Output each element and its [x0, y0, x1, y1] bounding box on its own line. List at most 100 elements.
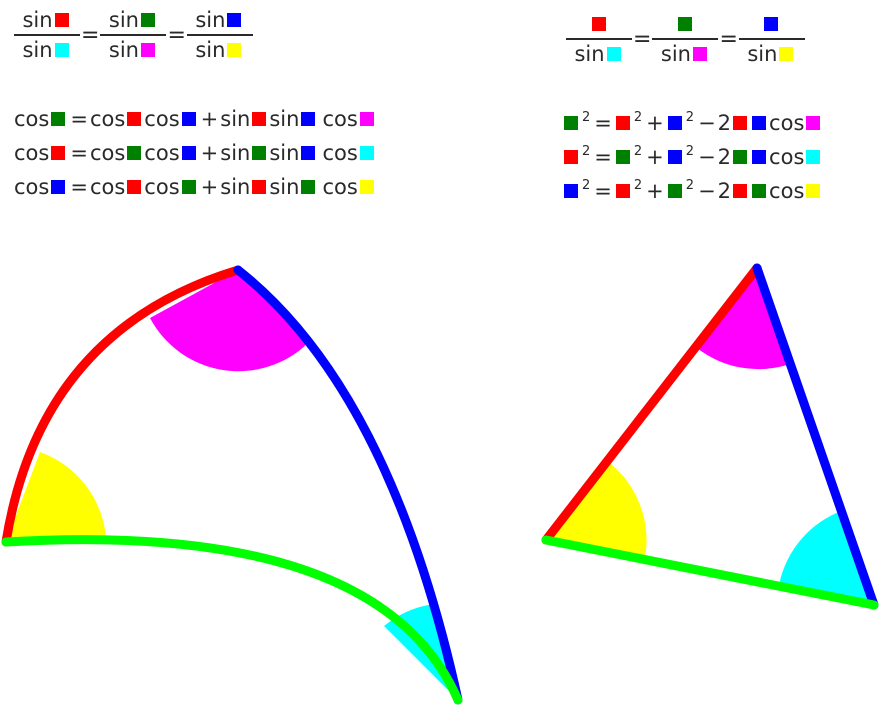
side-square [252, 146, 267, 160]
fraction-bar [100, 34, 167, 36]
sin-text: sin [220, 175, 251, 199]
side-square [51, 112, 66, 126]
side-square [591, 17, 606, 31]
plane-angle-yellow [546, 460, 647, 558]
side-square [54, 13, 69, 27]
side-square [615, 116, 630, 130]
side-square [181, 112, 196, 126]
side-square [752, 184, 767, 198]
equals-sign: = [70, 175, 88, 199]
sin-text: sin [108, 38, 139, 62]
plus-sign: + [200, 141, 219, 165]
spherical-cosine-law-row: cos = cos cos + sin sin cos [14, 136, 377, 170]
side-square [564, 184, 578, 198]
side-square [51, 180, 66, 194]
side-square [667, 184, 682, 198]
cos-text: cos [322, 141, 358, 165]
side-square [764, 17, 779, 31]
side-square [615, 184, 630, 198]
sin-text: sin [660, 42, 691, 66]
plus-sign: + [200, 175, 219, 199]
cos-text: cos [14, 107, 50, 131]
plus-sign: + [646, 111, 664, 135]
spherical-cosine-law-row: cos = cos cos + sin sin cos [14, 170, 377, 204]
sin-text: sin [269, 175, 300, 199]
side-square [677, 17, 692, 31]
cos-text: cos [89, 175, 126, 199]
sin-text: sin [269, 141, 300, 165]
equals-sign: = [594, 179, 612, 203]
sine-fraction: sin sin [14, 6, 80, 64]
plane-side-green [541, 535, 879, 610]
side-square [181, 180, 196, 194]
exponent: 2 [582, 109, 591, 125]
exponent: 2 [685, 143, 695, 159]
cos-text: cos [144, 175, 180, 199]
exponent: 2 [685, 177, 695, 193]
exponent: 2 [582, 177, 591, 193]
sin-text: sin [220, 141, 251, 165]
cos-text: cos [769, 145, 805, 169]
cos-text: cos [769, 179, 805, 203]
cos-text: cos [14, 175, 50, 199]
side-square [140, 13, 155, 27]
fraction-bar [566, 38, 632, 40]
side-square [733, 150, 748, 164]
plus-sign: + [646, 179, 664, 203]
angle-square [779, 47, 794, 61]
cos-text: cos [322, 175, 358, 199]
angle-square [359, 146, 374, 160]
side-square [667, 150, 682, 164]
side-square [667, 116, 682, 130]
spherical-arc-blue [233, 265, 463, 705]
side-square [51, 146, 66, 160]
side-square [733, 184, 748, 198]
plane-cosine-law-row: 2 = 2 + 2 − 2 cos [562, 106, 823, 140]
plane-angle-magenta [697, 268, 790, 370]
exponent: 2 [633, 109, 643, 125]
equals-sign: = [719, 26, 738, 52]
side-square [615, 150, 630, 164]
sine-fraction: sin [738, 10, 805, 68]
fraction-bar [652, 38, 719, 40]
sin-text: sin [195, 38, 226, 62]
plane-cosine-law-row: 2 = 2 + 2 − 2 cos [562, 174, 823, 208]
angle-square [692, 47, 707, 61]
cos-text: cos [144, 107, 180, 131]
exponent: 2 [633, 143, 643, 159]
equals-sign: = [594, 111, 612, 135]
cos-text: cos [89, 107, 126, 131]
minus-sign: − [698, 145, 716, 169]
exponent: 2 [633, 177, 643, 193]
cos-text: cos [144, 141, 180, 165]
fraction-bar [738, 38, 805, 40]
sin-text: sin [195, 8, 226, 32]
side-square [227, 13, 242, 27]
angle-square [359, 180, 374, 194]
sine-fraction: sin sin [100, 6, 167, 64]
plane-side-blue [752, 263, 879, 610]
minus-sign: − [698, 111, 716, 135]
spherical-angle-magenta [150, 270, 308, 372]
equals-sign: = [594, 145, 612, 169]
side-square [252, 180, 267, 194]
spherical-angle-yellow [6, 452, 106, 542]
sine-fraction: sin [566, 10, 632, 68]
minus-sign: − [698, 179, 716, 203]
angle-square [806, 150, 821, 164]
plane-side-red [541, 263, 762, 545]
side-square [127, 180, 142, 194]
side-square [564, 150, 578, 164]
angle-square [806, 116, 821, 130]
sin-text: sin [220, 107, 251, 131]
angle-square [359, 112, 374, 126]
angle-square [606, 47, 621, 61]
sin-text: sin [747, 42, 778, 66]
spherical-cosine-law-row: cos = cos cos + sin sin cos [14, 102, 377, 136]
sine-fraction: sin [652, 10, 719, 68]
equals-sign: = [70, 107, 88, 131]
sin-text: sin [108, 8, 139, 32]
sin-text: sin [574, 42, 605, 66]
